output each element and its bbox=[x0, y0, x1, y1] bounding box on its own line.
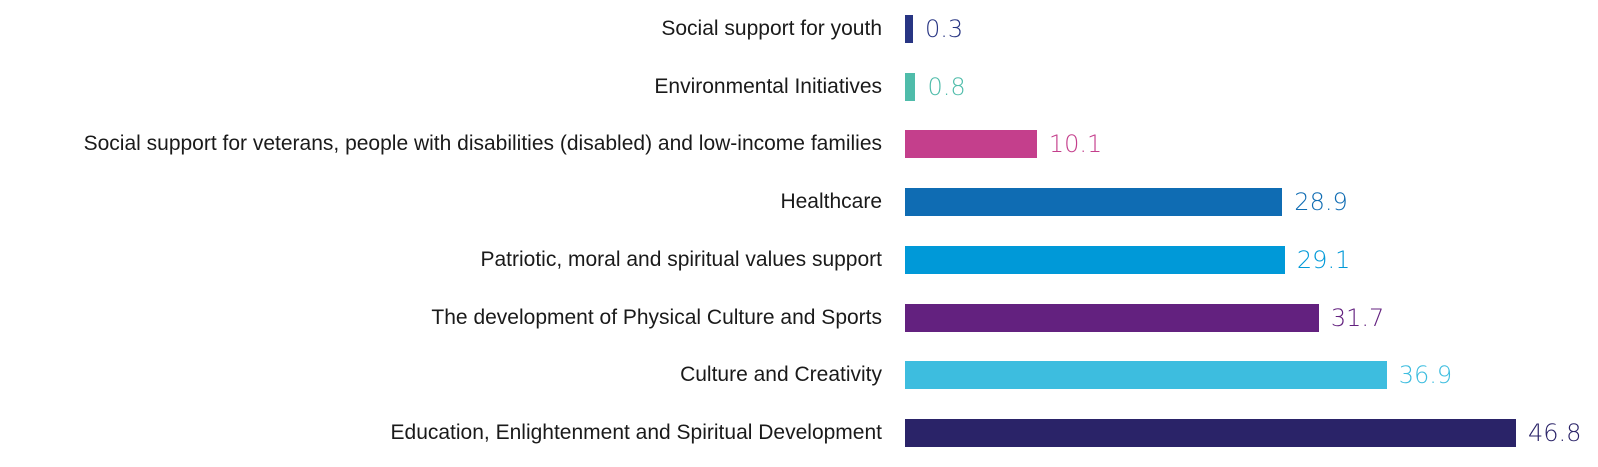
bar bbox=[905, 303, 1319, 332]
value-label: 28.9 bbox=[1294, 188, 1348, 217]
value-label: 0.3 bbox=[925, 15, 964, 43]
category-label: Environmental Initiatives bbox=[654, 74, 882, 98]
category-label: Social support for youth bbox=[661, 17, 882, 40]
bar bbox=[905, 418, 1516, 447]
bar bbox=[905, 245, 1285, 274]
category-label: Patriotic, moral and spiritual values su… bbox=[480, 247, 882, 271]
value-label: 29.1 bbox=[1296, 245, 1351, 274]
category-label: Healthcare bbox=[780, 190, 882, 214]
value-label: 10.1 bbox=[1048, 130, 1103, 159]
category-label: Education, Enlightenment and Spiritual D… bbox=[390, 420, 882, 444]
value-label: 36.9 bbox=[1398, 361, 1453, 390]
value-label: 46.8 bbox=[1528, 418, 1582, 447]
category-label: The development of Physical Culture and … bbox=[431, 305, 882, 329]
category-label: Social support for veterans, people with… bbox=[83, 132, 882, 156]
bar bbox=[905, 72, 916, 101]
bar bbox=[905, 188, 1283, 217]
bar bbox=[905, 15, 913, 43]
value-label: 0.8 bbox=[927, 72, 966, 101]
category-label: Culture and Creativity bbox=[680, 363, 882, 387]
bar bbox=[905, 130, 1037, 159]
bar bbox=[905, 361, 1387, 390]
value-label: 31.7 bbox=[1330, 303, 1385, 332]
